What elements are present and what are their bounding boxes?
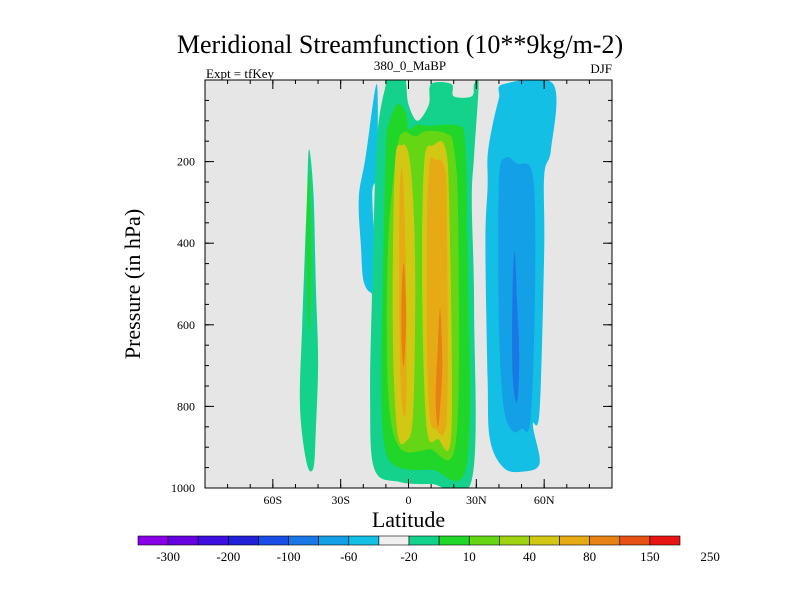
colorbar-swatch bbox=[649, 535, 681, 546]
colorbar-label: 80 bbox=[583, 549, 596, 564]
contour-region bbox=[426, 157, 448, 436]
colorbar-swatch bbox=[529, 535, 560, 546]
contour-region bbox=[401, 263, 407, 367]
colorbar-swatch bbox=[559, 535, 590, 546]
y-axis-label: Pressure (in hPa) bbox=[120, 209, 145, 359]
colorbar-swatch bbox=[258, 535, 289, 546]
y-tick-label: 800 bbox=[177, 399, 195, 413]
colorbar-label: -200 bbox=[216, 549, 240, 564]
y-tick-label: 400 bbox=[177, 236, 195, 250]
colorbar-swatch bbox=[348, 535, 380, 546]
colorbar-swatch bbox=[288, 535, 319, 546]
y-tick-label: 200 bbox=[177, 155, 195, 169]
colorbar-label: 40 bbox=[523, 549, 536, 564]
colorbar-swatch bbox=[589, 535, 621, 546]
colorbar-swatch bbox=[408, 535, 440, 546]
x-tick-label: 30S bbox=[331, 493, 350, 507]
experiment-label: Expt = tfKey bbox=[206, 66, 274, 81]
colorbar-swatch bbox=[167, 535, 199, 546]
x-tick-label: 60S bbox=[263, 493, 282, 507]
colorbar-swatch bbox=[318, 535, 350, 546]
colorbar-label: 150 bbox=[640, 549, 660, 564]
colorbar-swatch bbox=[197, 535, 229, 546]
contour-fills bbox=[299, 80, 557, 488]
y-tick-label: 1000 bbox=[171, 481, 195, 495]
x-tick-label: 60N bbox=[534, 493, 555, 507]
x-tick-label: 0 bbox=[406, 493, 412, 507]
colorbar-swatch bbox=[438, 535, 470, 546]
contour-region bbox=[358, 84, 378, 296]
colorbar-label: -60 bbox=[340, 549, 357, 564]
contour-region bbox=[512, 251, 520, 403]
contour-region bbox=[306, 170, 312, 334]
colorbar-swatch bbox=[137, 535, 169, 546]
chart-title: Meridional Streamfunction (10**9kg/m-2) bbox=[176, 30, 624, 59]
colorbar-label: -300 bbox=[156, 549, 180, 564]
season-label: DJF bbox=[590, 61, 612, 76]
axes: 60S 30S 0 30N 60N 200 400 600 800 1000 Latitude Pre… bbox=[120, 80, 612, 532]
x-axis-label: Latitude bbox=[372, 507, 445, 532]
colorbar-swatch bbox=[378, 535, 410, 546]
colorbar: -300 -200 -100 -60 -20 10 40 80 150 250 bbox=[137, 535, 720, 564]
colorbar-swatch bbox=[499, 535, 530, 546]
colorbar-swatch bbox=[228, 535, 259, 546]
contour-region bbox=[498, 156, 536, 433]
y-tick-label: 600 bbox=[177, 318, 195, 332]
colorbar-label: 250 bbox=[700, 549, 720, 564]
colorbar-label: -100 bbox=[277, 549, 301, 564]
colorbar-label: 10 bbox=[463, 549, 476, 564]
x-tick-label: 30N bbox=[466, 493, 487, 507]
colorbar-label: -20 bbox=[400, 549, 417, 564]
contour-region bbox=[435, 308, 443, 427]
period-label: 380_0_MaBP bbox=[373, 58, 447, 73]
colorbar-swatch bbox=[468, 535, 500, 546]
colorbar-swatch bbox=[619, 535, 651, 546]
